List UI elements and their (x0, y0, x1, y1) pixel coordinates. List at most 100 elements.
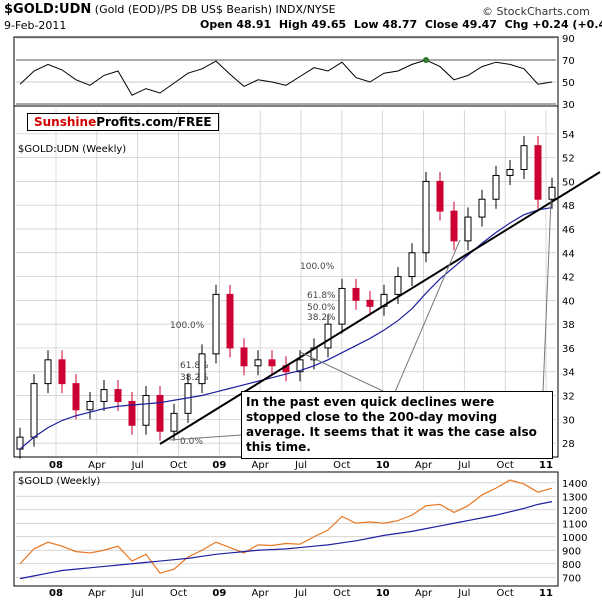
header-title-line: $GOLD:UDN (Gold (EOD)/PS DB US$ Bearish)… (4, 2, 336, 17)
price-tick-label: 40 (562, 296, 575, 307)
price-x-tick-label: Jul (131, 460, 144, 471)
price-panel-title: $GOLD:UDN (Weekly) (18, 144, 126, 155)
symbol-label: $GOLD:UDN (4, 2, 92, 17)
fibonacci-label: 100.0% (300, 262, 335, 272)
price-candle-body (422, 180, 430, 254)
price-candle-body (366, 299, 374, 307)
price-tick-label: 30 (562, 415, 575, 426)
price-tick-label: 38 (562, 320, 575, 331)
annotation-box: In the past even quick declines were sto… (241, 391, 553, 459)
gold-panel-title: $GOLD (Weekly) (18, 476, 100, 487)
price-tick-label: 42 (562, 273, 575, 284)
open-label: Open (200, 18, 233, 31)
price-candle-body (170, 412, 178, 432)
price-candle-body (30, 383, 38, 438)
fibonacci-label: 100.0% (170, 321, 205, 331)
fibonacci-label: 61.8% (180, 361, 209, 371)
callout-pointer (542, 199, 552, 393)
moving-average-line (19, 206, 553, 450)
gold-x-tick-label: 10 (376, 588, 390, 599)
change-label: Chg (504, 18, 529, 31)
brand-part2: Profits.com/FREE (96, 115, 212, 129)
price-candle-body (394, 276, 402, 295)
price-x-tick-label: 11 (539, 460, 553, 471)
price-candle-body (156, 395, 164, 432)
gold-price-line (19, 479, 553, 574)
symbol-description: (Gold (EOD)/PS DB US$ Bearish) INDX/NYSE (94, 3, 336, 16)
price-tick-label: 44 (562, 249, 575, 260)
fibonacci-label: 38.2% (307, 313, 336, 323)
fibonacci-label: 0.0% (180, 437, 203, 447)
price-candle-body (114, 389, 122, 402)
price-candle-body (268, 359, 276, 367)
price-candle-body (450, 210, 458, 242)
rsi-tick-label: 70 (562, 56, 575, 67)
price-candle-body (548, 186, 556, 200)
fibonacci-label: 38.2% (180, 373, 209, 383)
callout-pointer (299, 351, 386, 393)
stockcharts-credit: © StockCharts.com (482, 5, 590, 18)
price-x-tick-label: Jul (294, 460, 307, 471)
gold-x-tick-label: 11 (539, 588, 553, 599)
price-x-tick-label: Oct (497, 460, 514, 471)
price-candle-body (478, 198, 486, 218)
price-candle-body (86, 400, 94, 411)
close-value: 49.47 (462, 18, 497, 31)
low-label: Low (353, 18, 379, 31)
price-candle-body (324, 323, 332, 349)
price-candle-body (436, 180, 444, 212)
gold-x-tick-label: Apr (252, 588, 270, 599)
price-candle-body (534, 145, 542, 200)
price-x-tick-label: 09 (212, 460, 226, 471)
gold-x-tick-label: Oct (333, 588, 350, 599)
price-candle-body (506, 168, 514, 176)
price-candle-body (352, 287, 360, 301)
axis-layer: 90 70 50 30 54 52 50 48 46 44 42 40 38 36 34 32 30 28 08 08… (49, 34, 587, 599)
price-x-tick-label: 08 (49, 460, 63, 471)
gold-tick-label: 800 (562, 560, 581, 571)
price-candle-body (296, 359, 304, 373)
gold-tick-label: 1000 (562, 533, 587, 544)
price-candle-body (44, 359, 52, 385)
price-candle-body (72, 383, 80, 411)
rsi-line (19, 59, 553, 96)
price-x-tick-label: Jul (457, 460, 470, 471)
gold-x-tick-label: Apr (88, 588, 106, 599)
rsi-layer (16, 37, 556, 105)
price-tick-label: 28 (562, 439, 575, 450)
price-candle-body (212, 293, 220, 355)
fibonacci-label: 61.8% (307, 291, 336, 301)
high-value: 49.65 (311, 18, 347, 31)
rsi-overbought-mark (423, 57, 429, 63)
gold-x-tick-label: Oct (497, 588, 514, 599)
price-x-tick-label: 10 (376, 460, 390, 471)
brand-part1: Sunshine (34, 115, 97, 129)
gold-panel (13, 471, 559, 587)
price-tick-label: 32 (562, 392, 575, 403)
sunshine-profits-logo: SunshineProfits.com/FREE (27, 113, 219, 131)
gold-x-tick-label: Apr (415, 588, 433, 599)
gold-x-tick-label: Oct (170, 588, 187, 599)
gold-tick-label: 700 (562, 573, 581, 584)
price-candle-body (254, 359, 262, 367)
price-candle-body (58, 359, 66, 385)
gold-tick-label: 1200 (562, 506, 587, 517)
price-tick-label: 34 (562, 368, 575, 379)
price-candle-body (520, 145, 528, 170)
price-candle-body (492, 174, 500, 200)
price-candle-body (128, 400, 136, 426)
gold-moving-average-line (19, 501, 553, 580)
gold-tick-label: 1100 (562, 519, 587, 530)
price-tick-label: 46 (562, 225, 575, 236)
gold-x-tick-label: Jul (294, 588, 307, 599)
callout-pointer (169, 434, 242, 441)
price-candle-body (464, 216, 472, 242)
price-candle-body (240, 347, 248, 367)
price-tick-label: 50 (562, 177, 575, 188)
callout-pointer (394, 239, 461, 393)
price-candle-body (408, 252, 416, 278)
ohlc-line: Open 48.91 High 49.65 Low 48.77 Close 49… (200, 18, 602, 31)
fibonacci-label: 50.0% (307, 303, 336, 313)
change-value: +0.24 (+0.49%) (532, 18, 602, 31)
